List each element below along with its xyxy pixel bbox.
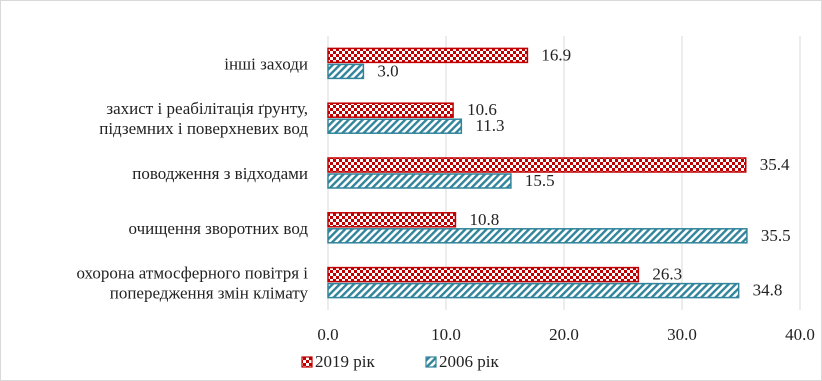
- legend-label-1: 2006 рік: [439, 352, 499, 371]
- bar-2006-рік-2: [327, 173, 512, 189]
- bar-2019-рік-2: [327, 157, 747, 173]
- data-label-0-3: 10.8: [469, 210, 499, 229]
- legend-swatch-1: [425, 356, 437, 368]
- x-tick-label-0: 0.0: [317, 325, 338, 344]
- legend-label-0: 2019 рік: [315, 352, 375, 371]
- category-label-2: поводження з відходами: [132, 164, 308, 183]
- data-label-1-3: 35.5: [761, 226, 791, 245]
- x-tick-label-3: 30.0: [667, 325, 697, 344]
- bar-2019-рік-3: [327, 212, 457, 228]
- data-label-0-0: 16.9: [541, 45, 571, 64]
- data-label-1-1: 11.3: [475, 116, 504, 135]
- x-tick-label-2: 20.0: [549, 325, 579, 344]
- data-label-0-1: 10.6: [467, 100, 497, 119]
- bar-2006-рік-4: [327, 282, 740, 299]
- x-tick-label-1: 10.0: [431, 325, 461, 344]
- bar-2019-рік-1: [327, 102, 454, 118]
- bar-2006-рік-0: [327, 63, 365, 80]
- data-label-1-2: 15.5: [525, 171, 555, 190]
- category-label-4: охорона атмосферного повітря і попереджен…: [76, 264, 308, 303]
- legend-swatch-0: [301, 356, 313, 368]
- category-label-0: інші заходи: [224, 54, 308, 73]
- data-label-0-4: 26.3: [652, 265, 682, 284]
- category-label-1: захист і реабілітація ґрунту, підземних і…: [99, 99, 308, 138]
- bar-2006-рік-1: [327, 118, 463, 134]
- category-label-3: очищення зворотних вод: [129, 219, 309, 238]
- data-label-0-2: 35.4: [760, 155, 790, 174]
- bar-2006-рік-3: [327, 228, 748, 244]
- data-label-1-0: 3.0: [377, 61, 398, 80]
- bar-2019-рік-0: [327, 47, 529, 64]
- bar-2019-рік-4: [327, 266, 640, 283]
- x-tick-label-4: 40.0: [785, 325, 815, 344]
- data-label-1-4: 34.8: [753, 281, 783, 300]
